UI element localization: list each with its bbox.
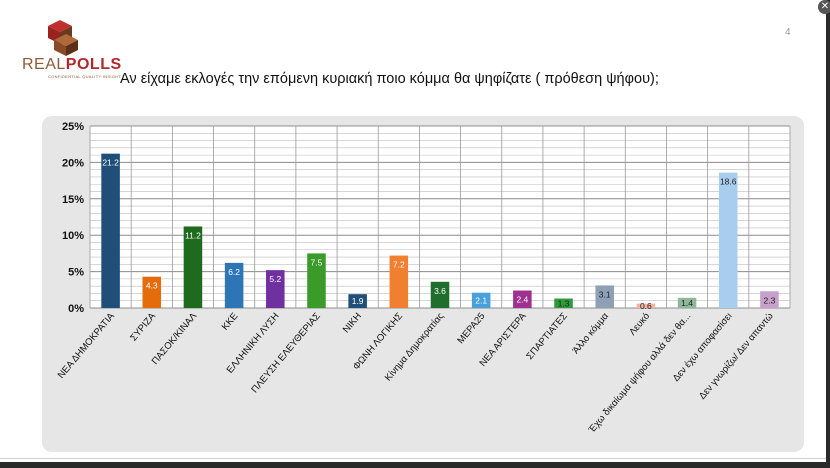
data-label: 18.6 (720, 177, 737, 187)
bar (307, 253, 326, 308)
data-label: 1.4 (681, 298, 693, 308)
x-tick-label: ΣΥΡΙΖΑ (128, 310, 158, 343)
y-tick-label: 20% (62, 157, 84, 169)
bar (760, 291, 779, 308)
x-tick-label: Δεν γνωρίζω/ Δεν απαντώ (697, 310, 776, 401)
x-tick-label: ΣΠΑΡΤΙΑΤΕΣ (524, 311, 569, 362)
bar (266, 270, 285, 308)
chart-panel: 0% 5% 10% 15% 20% 25% 21.2 4.3 11.2 6.2 5.2 7.5 1.9 7… (42, 116, 804, 452)
realpolls-logo (22, 18, 112, 78)
logo-wordmark: REALPOLLS (22, 56, 122, 74)
y-tick-label: 25% (62, 121, 84, 133)
plot-area (90, 126, 790, 308)
chart-title: Αν είχαμε εκλογές την επόμενη κυριακή πο… (120, 71, 659, 87)
bar (142, 276, 162, 308)
logo-real: REAL (22, 56, 66, 73)
data-label: 5.2 (269, 274, 281, 284)
y-tick-label: 0% (68, 303, 84, 315)
y-tick-label: 10% (62, 230, 84, 242)
data-label: 0.6 (640, 301, 652, 311)
x-tick-label: ΠΛΕΥΣΗ ΕΛΕΥΘΕΡΙΑΣ (249, 311, 322, 396)
x-tick-label: ΚΚΕ (220, 311, 241, 333)
data-label: 6.2 (228, 267, 240, 277)
bar (389, 255, 409, 308)
bar (595, 285, 614, 308)
data-label: 3.6 (434, 286, 446, 296)
data-label: 3.1 (599, 289, 611, 299)
bar-chart: 0% 5% 10% 15% 20% 25% 21.2 4.3 11.2 6.2 5.2 7.5 1.9 7… (56, 121, 791, 436)
x-tick-label: ΜΕΡΑ25 (455, 311, 487, 346)
bar (677, 297, 697, 308)
data-label: 11.2 (185, 230, 201, 240)
data-label: 4.3 (146, 281, 158, 291)
data-label: 2.3 (763, 295, 775, 305)
data-label: 21.2 (102, 158, 119, 168)
bar (471, 292, 491, 308)
bar (554, 298, 573, 308)
bar (636, 303, 656, 308)
data-label: 2.1 (475, 295, 487, 305)
x-tick-label: ΝΕΑ ΔΗΜΟΚΡΑΤΙΑ (56, 310, 118, 380)
page-number: 4 (785, 27, 791, 38)
data-label: 2.4 (516, 295, 528, 305)
footer-divider (0, 458, 826, 459)
data-label: 7.2 (393, 260, 405, 270)
x-tick-label: Άλλο κόμμα (570, 310, 611, 356)
bar (183, 226, 203, 308)
bar (224, 262, 244, 308)
data-label: 1.9 (352, 296, 364, 306)
data-label: 7.5 (311, 257, 323, 267)
bar (101, 153, 120, 308)
x-tick-label: ΝΙΚΗ (341, 311, 364, 336)
data-label: 1.3 (558, 298, 570, 308)
x-tick-label: Λευκό (627, 311, 652, 338)
logo-tagline: CONFIDENTIAL QUALITY INSIGHT (48, 74, 122, 79)
bar (718, 172, 738, 308)
logo-polls: POLLS (65, 56, 122, 73)
close-icon[interactable]: ✕ (818, 0, 830, 14)
logo-cube-icon (48, 20, 78, 56)
y-tick-label: 15% (62, 194, 84, 206)
bar (430, 281, 450, 308)
bar (513, 290, 532, 308)
y-tick-label: 5% (68, 267, 84, 279)
bar (348, 294, 367, 308)
